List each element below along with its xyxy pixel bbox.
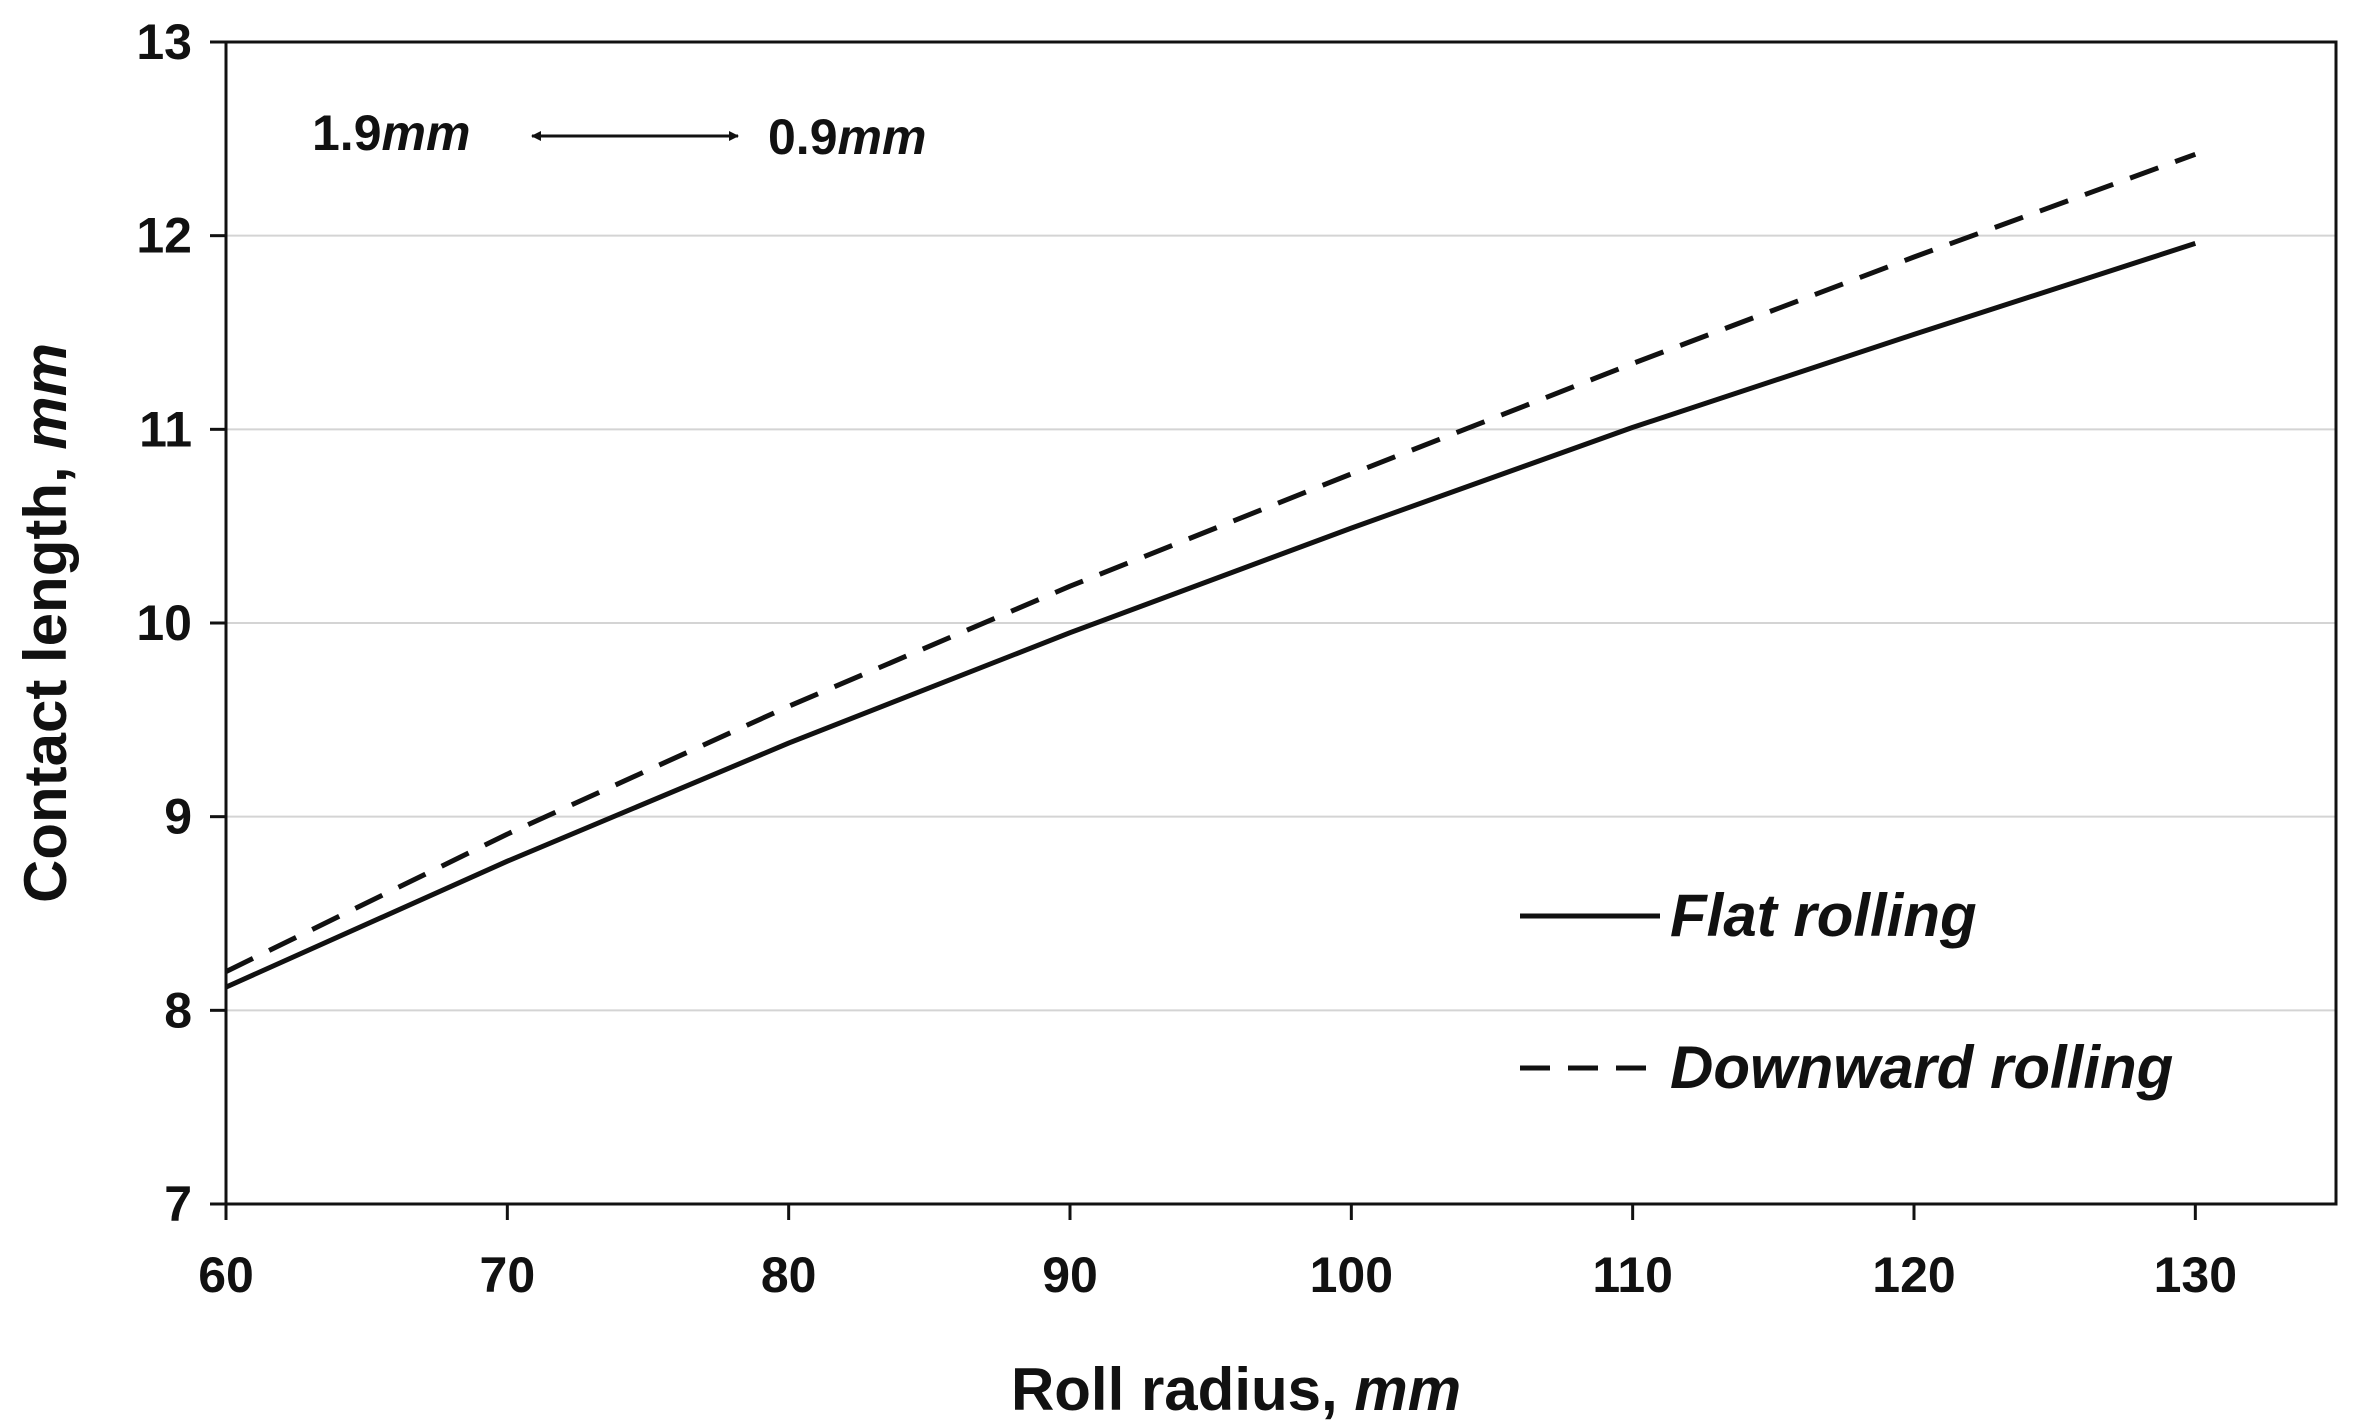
series-lines: [224, 151, 2197, 990]
y-tick-label-9: 9: [164, 789, 192, 845]
annotation-right-value: 0.9: [768, 109, 838, 165]
x-tick-label-80: 80: [761, 1247, 817, 1303]
x-tick-label-60: 60: [198, 1247, 254, 1303]
annotation-left-value: 1.9: [312, 105, 382, 161]
x-axis-title: Roll radius, mm: [1011, 1356, 1461, 1423]
series-line-flat-rolling: [224, 241, 2197, 990]
y-tick-label-12: 12: [136, 208, 192, 264]
y-axis-title-unit: mm: [12, 343, 79, 450]
x-axis-title-main: Roll radius,: [1011, 1356, 1354, 1423]
legend-label-downward-rolling: Downward rolling: [1670, 1034, 2173, 1101]
annotation-right-unit: mm: [838, 109, 927, 165]
y-tick-label-8: 8: [164, 982, 192, 1038]
gridlines: [226, 234, 2336, 1012]
x-tick-label-100: 100: [1310, 1247, 1393, 1303]
series-line-downward-rolling: [224, 151, 2197, 974]
x-tick-label-110: 110: [1592, 1247, 1673, 1303]
axis-ticks: 7 8 9 10 11 12 13 60 70 80 90 100 110 120 130: [136, 14, 2237, 1303]
x-tick-label-70: 70: [480, 1247, 536, 1303]
y-tick-label-11: 11: [139, 401, 192, 457]
y-axis-title: Contact length, mm: [12, 343, 79, 903]
annotation-right-label: 0.9mm: [768, 109, 926, 165]
legend-label-flat-rolling: Flat rolling: [1670, 882, 1977, 949]
y-tick-label-7: 7: [164, 1176, 192, 1232]
legend: Flat rolling Downward rolling: [1520, 882, 2173, 1101]
x-tick-label-130: 130: [2154, 1247, 2237, 1303]
x-tick-label-120: 120: [1872, 1247, 1955, 1303]
y-axis-title-main: Contact length,: [12, 450, 79, 903]
y-tick-label-13: 13: [136, 14, 192, 70]
y-tick-label-10: 10: [136, 595, 192, 651]
annotation-left-label: 1.9mm: [312, 105, 470, 161]
x-tick-label-90: 90: [1042, 1247, 1098, 1303]
x-axis-title-unit: mm: [1354, 1356, 1461, 1423]
thickness-annotation: 1.9mm 0.9mm: [312, 105, 926, 165]
annotation-left-unit: mm: [382, 105, 471, 161]
